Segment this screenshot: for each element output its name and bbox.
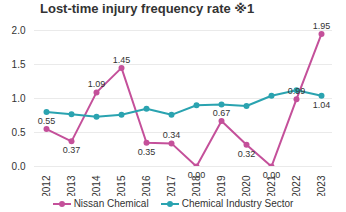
svg-text:0.5: 0.5: [12, 127, 26, 138]
svg-text:0.67: 0.67: [213, 108, 231, 118]
svg-text:0.0: 0.0: [12, 161, 26, 172]
svg-text:1.0: 1.0: [12, 93, 26, 104]
svg-text:2014: 2014: [91, 175, 102, 196]
svg-text:0.35: 0.35: [138, 147, 156, 157]
svg-text:2016: 2016: [141, 175, 152, 196]
svg-text:0.00: 0.00: [188, 170, 206, 180]
svg-text:2017: 2017: [166, 175, 177, 196]
svg-text:2019: 2019: [216, 175, 227, 196]
svg-text:0.99: 0.99: [288, 86, 306, 96]
svg-text:2020: 2020: [241, 175, 252, 196]
html-text:Nissan Chemical: Nissan Chemical: [73, 198, 149, 209]
html-text:Lost-time injury frequency rat: Lost-time injury frequency rate ※1: [40, 1, 255, 16]
svg-text:1.95: 1.95: [313, 21, 331, 31]
html-text:Chemical Industry Sector: Chemical Industry Sector: [181, 198, 294, 209]
svg-text:2013: 2013: [66, 175, 77, 196]
svg-text:1.04: 1.04: [313, 100, 331, 110]
svg-text:2012: 2012: [41, 175, 52, 196]
svg-text:2023: 2023: [316, 175, 327, 196]
svg-text:2022: 2022: [291, 175, 302, 196]
svg-text:1.09: 1.09: [88, 79, 106, 89]
svg-text:2015: 2015: [116, 175, 127, 196]
svg-text:1.45: 1.45: [113, 55, 131, 65]
svg-text:0.32: 0.32: [238, 149, 256, 159]
svg-text:1.5: 1.5: [12, 59, 26, 70]
svg-text:2.0: 2.0: [12, 25, 26, 36]
svg-text:0.34: 0.34: [163, 130, 181, 140]
svg-text:0.55: 0.55: [38, 116, 56, 126]
svg-text:0.37: 0.37: [63, 145, 81, 155]
svg-text:0.00: 0.00: [263, 170, 281, 180]
